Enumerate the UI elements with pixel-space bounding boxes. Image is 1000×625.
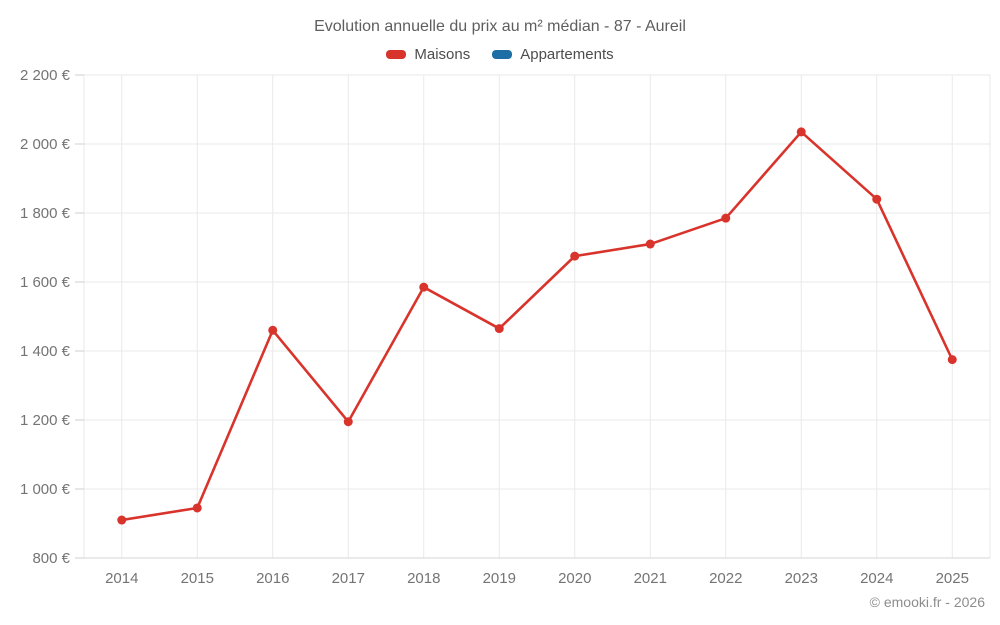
x-axis-label: 2017 — [332, 570, 365, 587]
data-point-maisons-2017[interactable] — [343, 417, 353, 427]
y-axis-label: 2 200 € — [20, 67, 71, 84]
x-axis-label: 2024 — [860, 570, 893, 587]
y-axis-label: 1 600 € — [20, 274, 71, 291]
data-point-maisons-2019[interactable] — [494, 324, 504, 334]
y-axis-label: 800 € — [32, 550, 70, 567]
legend-label: Appartements — [520, 46, 614, 63]
data-point-maisons-2025[interactable] — [947, 355, 957, 365]
x-axis-label: 2022 — [709, 570, 742, 587]
x-axis-label: 2014 — [105, 570, 138, 587]
footer-credit: © emooki.fr - 2026 — [869, 594, 985, 610]
data-point-maisons-2018[interactable] — [419, 282, 429, 292]
legend-swatch-maisons — [386, 50, 407, 59]
x-axis-label: 2015 — [181, 570, 214, 587]
y-axis-label: 1 800 € — [20, 205, 71, 222]
x-axis-label: 2021 — [634, 570, 667, 587]
maisons-line — [120, 130, 954, 522]
chart-legend: Maisons Appartements — [0, 46, 1000, 63]
data-point-maisons-2024[interactable] — [872, 194, 882, 204]
x-axis-label: 2020 — [558, 570, 591, 587]
chart-title: Evolution annuelle du prix au m² médian … — [314, 18, 686, 35]
y-axis-label: 1 400 € — [20, 343, 71, 360]
x-axis-label: 2025 — [936, 570, 969, 587]
y-axis-label: 1 000 € — [20, 481, 71, 498]
legend-item-maisons[interactable]: Maisons — [386, 46, 470, 63]
data-point-maisons-2016[interactable] — [268, 325, 278, 335]
data-point-maisons-2023[interactable] — [796, 127, 806, 137]
x-axis-label: 2018 — [407, 570, 440, 587]
data-point-maisons-2020[interactable] — [570, 251, 580, 261]
x-axis-label: 2016 — [256, 570, 289, 587]
data-point-maisons-2021[interactable] — [645, 239, 655, 249]
legend-item-appartements[interactable]: Appartements — [492, 46, 614, 63]
data-point-maisons-2022[interactable] — [721, 213, 731, 223]
x-axis-label: 2019 — [483, 570, 516, 587]
data-point-maisons-2014[interactable] — [117, 515, 127, 525]
legend-label: Maisons — [414, 46, 471, 63]
y-axis-label: 1 200 € — [20, 412, 71, 429]
legend-swatch-appartements — [492, 50, 513, 59]
data-point-maisons-2015[interactable] — [192, 503, 202, 513]
x-axis-label: 2023 — [785, 570, 818, 587]
y-axis-label: 2 000 € — [20, 136, 71, 153]
